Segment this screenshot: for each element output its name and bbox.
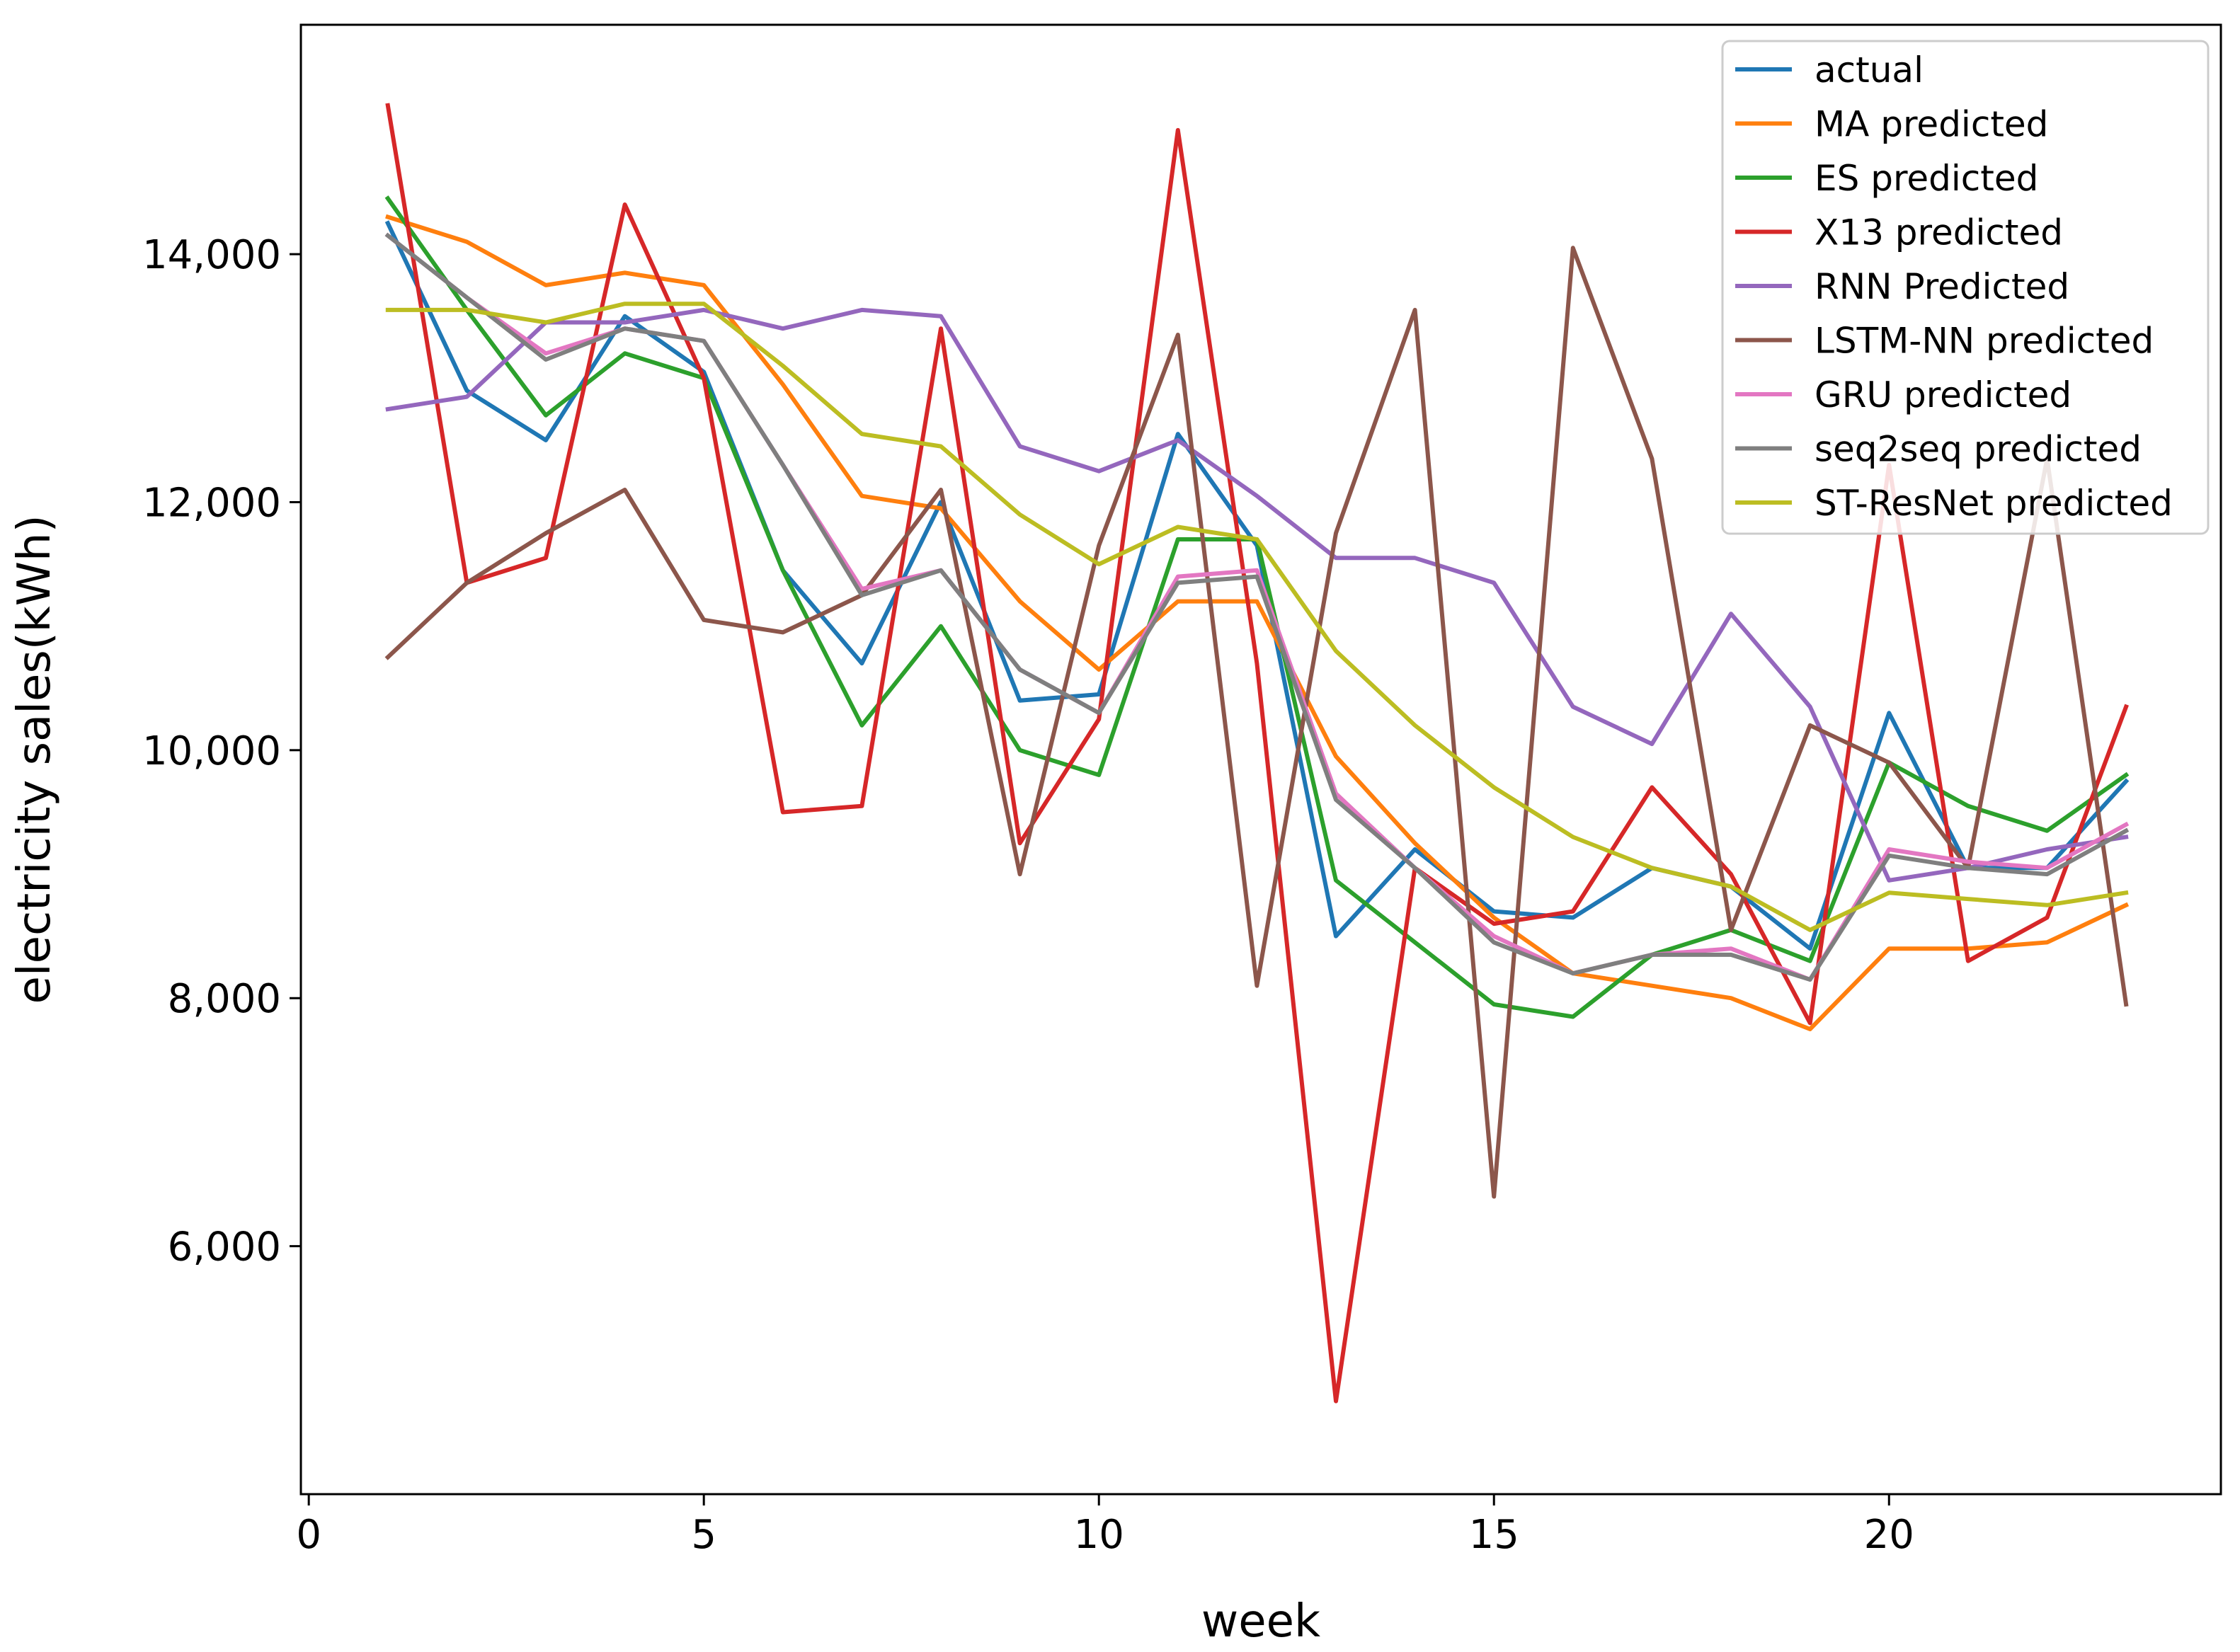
y-axis-label: electricity sales(kWh) — [8, 515, 61, 1004]
series-group — [384, 103, 2130, 1404]
series-line-st-resnet-predicted — [385, 302, 2129, 932]
legend-label: seq2seq predicted — [1815, 429, 2142, 470]
legend-label: X13 predicted — [1815, 212, 2063, 253]
x-tick-label: 20 — [1864, 1512, 1914, 1558]
legend-label: ES predicted — [1815, 158, 2038, 199]
series-line-seq2seq-predicted — [384, 232, 2130, 982]
x-axis-label: week — [1201, 1595, 1320, 1648]
y-axis: 6,000 8,000 10,000 12,000 14,000 — [142, 232, 301, 1270]
y-tick-label: 8,000 — [168, 976, 281, 1022]
series-line-ma-predicted — [385, 214, 2130, 1031]
plot-area-frame — [299, 23, 2222, 1496]
legend-label: actual — [1815, 50, 1924, 91]
y-tick-label: 12,000 — [142, 480, 281, 526]
legend: actual MA predicted ES predicted X13 predic… — [1721, 40, 2210, 535]
x-tick-label: 5 — [691, 1512, 716, 1558]
legend-label: GRU predicted — [1815, 374, 2072, 415]
x-tick-label: 0 — [296, 1512, 321, 1558]
legend-frame — [1721, 40, 2210, 535]
legend-label: LSTM-NN predicted — [1815, 321, 2154, 362]
legend-label: RNN Predicted — [1815, 266, 2069, 307]
x-axis: 0 5 10 15 20 — [296, 1494, 1914, 1558]
legend-label: MA predicted — [1815, 104, 2048, 145]
y-tick-label: 14,000 — [142, 232, 281, 278]
x-tick-label: 15 — [1469, 1512, 1519, 1558]
x-tick-label: 10 — [1074, 1512, 1124, 1558]
legend-label: ST-ResNet predicted — [1815, 483, 2173, 524]
y-tick-label: 6,000 — [168, 1224, 281, 1270]
y-tick-label: 10,000 — [142, 728, 281, 774]
series-line-rnn-predicted — [385, 307, 2129, 883]
series-line-lstm-nn-predicted — [384, 246, 2129, 1199]
series-line-x13-predicted — [385, 103, 2129, 1404]
